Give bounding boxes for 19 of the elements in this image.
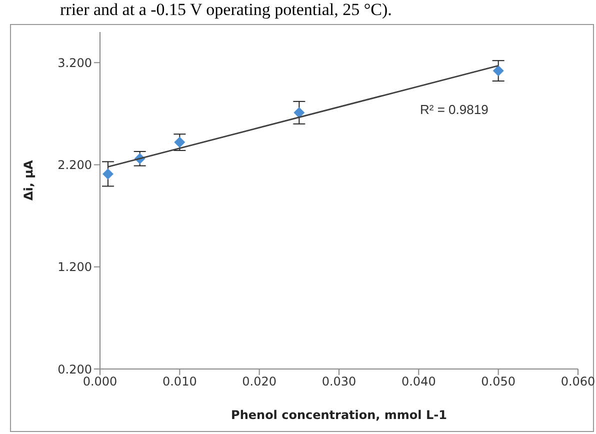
point: [102, 168, 114, 180]
y-tick-label: 2.200: [58, 158, 92, 172]
y-axis-title: Δi, µA: [21, 160, 36, 200]
x-tick-label: 0.050: [481, 374, 516, 389]
x-tick-label: 0.030: [322, 374, 356, 389]
x-axis-title: Phenol concentration, mmol L-1: [231, 408, 447, 422]
x-tick-label: 0.010: [162, 374, 197, 389]
x-tick-label: 0.060: [560, 374, 596, 389]
x-tick-label: 0.000: [82, 374, 118, 389]
text: rrier and at a -0.15 V operating potential, 25 °C).: [60, 0, 392, 20]
x-tick-label: 0.020: [242, 374, 277, 389]
y-tick-label: 1.200: [58, 260, 92, 274]
annotation: R² = 0.9819: [420, 102, 488, 117]
y-tick-label: 0.200: [58, 362, 92, 376]
point: [492, 65, 504, 76]
point: [294, 107, 305, 118]
y-tick-label: 3.200: [58, 56, 92, 70]
point: [174, 136, 186, 148]
x-tick-label: 0.040: [401, 374, 436, 389]
